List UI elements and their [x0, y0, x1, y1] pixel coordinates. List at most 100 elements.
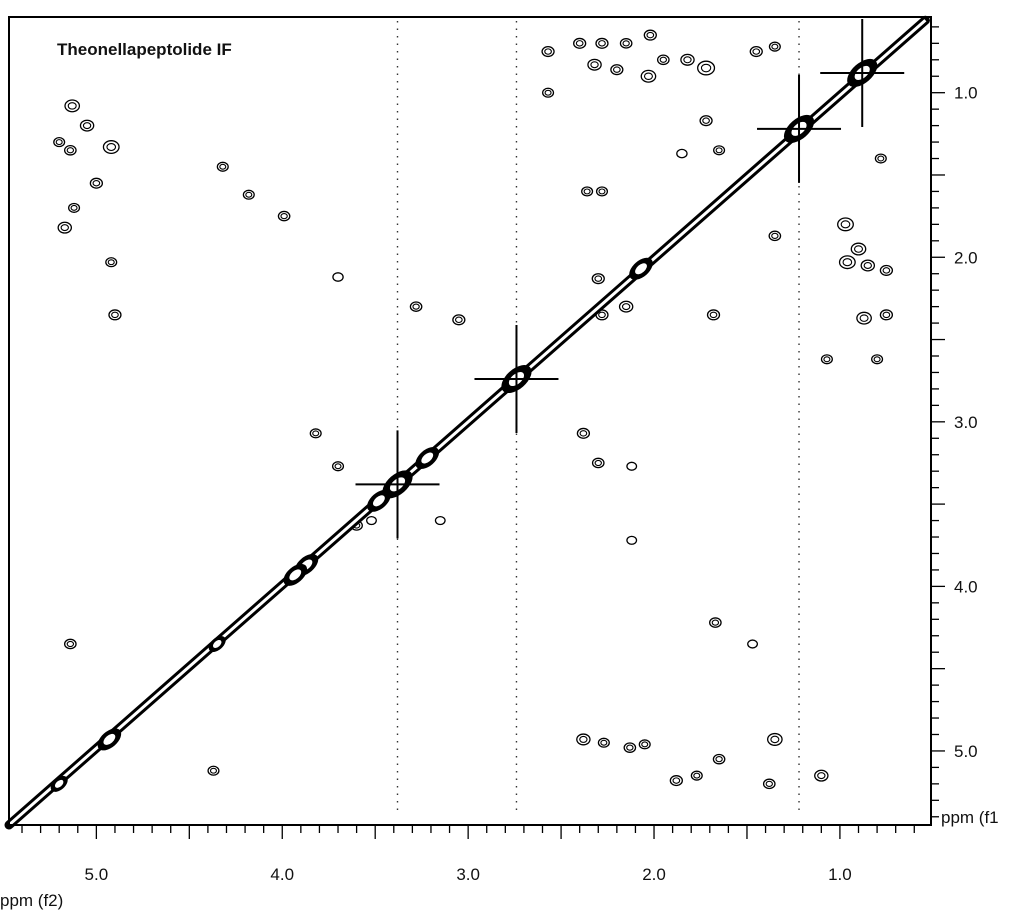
contour-ring	[669, 775, 683, 787]
contour-ring	[610, 64, 624, 76]
cross-peak	[102, 140, 120, 154]
contour-ring	[626, 461, 638, 471]
cross-peak	[767, 732, 783, 746]
contour-ring	[715, 147, 723, 154]
contour-ring	[412, 303, 420, 310]
x-tick-label: 1.0	[828, 865, 852, 884]
contour-ring	[856, 311, 872, 325]
diagonal-cluster	[629, 257, 653, 280]
cross-peak	[63, 638, 77, 650]
contour-ring	[242, 189, 255, 200]
contour-ring	[111, 311, 119, 319]
contour-ring	[594, 459, 602, 467]
contour-ring	[768, 41, 781, 52]
contour-ring	[837, 217, 854, 232]
cross-peak	[626, 461, 638, 471]
cross-peak	[591, 273, 605, 285]
cross-peak	[331, 461, 345, 472]
contour-ring	[882, 267, 891, 274]
contour-ring	[277, 210, 291, 222]
contour-ring	[641, 741, 649, 748]
cross-peak	[595, 186, 609, 197]
contour-ring	[752, 48, 761, 55]
contour-ring	[64, 99, 81, 113]
cross-peak	[676, 148, 688, 159]
contour-ring	[709, 617, 722, 628]
contour-ring	[106, 142, 117, 152]
contour-ring	[859, 314, 869, 322]
contour-ring	[643, 29, 657, 41]
cross-peak	[871, 354, 884, 365]
contour-ring	[280, 213, 288, 220]
contour-ring	[638, 739, 651, 750]
contour-ring	[542, 87, 555, 98]
x-tick-label: 4.0	[270, 865, 294, 884]
cross-peak	[63, 144, 77, 156]
contour-ring	[771, 232, 779, 239]
diagonal-cluster	[820, 18, 905, 127]
cross-peak	[706, 309, 721, 321]
contour-ring	[597, 737, 610, 748]
contour-ring	[700, 63, 712, 73]
contour-ring	[591, 273, 605, 285]
contour-ring	[70, 204, 78, 211]
x-tick-label: 3.0	[456, 865, 480, 884]
contour-ring	[583, 188, 591, 195]
contour-ring	[882, 311, 891, 319]
cross-peak	[597, 737, 610, 748]
contour-ring	[68, 202, 81, 213]
cross-peak	[216, 161, 229, 172]
contour-ring	[676, 148, 688, 159]
contour-ring	[579, 735, 588, 743]
contour-ring	[659, 56, 668, 63]
x-axis-title: ppm (f2)	[0, 891, 63, 910]
contour-ring	[57, 221, 73, 234]
contour-ring	[575, 40, 584, 47]
contour-ring	[656, 54, 670, 66]
contour-ring	[713, 145, 726, 156]
contour-ring	[613, 66, 621, 73]
cross-peak	[409, 301, 423, 312]
cross-peak	[879, 264, 894, 276]
contour-ring	[871, 354, 884, 365]
contour-ring	[693, 772, 701, 779]
contour-ring	[366, 515, 377, 526]
x-tick-label: 5.0	[85, 865, 109, 884]
contour-ring	[690, 770, 703, 781]
contour-ring	[621, 303, 631, 311]
contour-ring	[544, 89, 552, 96]
contour-ring	[643, 72, 653, 81]
contour-ring	[332, 272, 344, 282]
contour-ring	[209, 767, 217, 774]
cross-peak	[690, 770, 703, 781]
cross-peak	[814, 769, 829, 782]
contour-ring	[576, 733, 591, 746]
y-tick-label: 1.0	[954, 84, 978, 103]
contour-ring	[622, 40, 630, 47]
contour-ring	[60, 224, 69, 232]
contour-ring	[699, 115, 713, 127]
cluster-core	[635, 263, 647, 275]
cross-peak	[838, 255, 856, 270]
cross-peak	[680, 53, 695, 66]
contour-ring	[579, 430, 588, 437]
contour-ring	[747, 639, 758, 649]
contour-ring	[842, 258, 853, 267]
cross-peak	[768, 230, 782, 242]
contour-ring	[873, 356, 881, 363]
y-tick-label: 3.0	[954, 413, 978, 432]
contour-ring	[63, 638, 77, 650]
cross-peak	[879, 309, 894, 321]
contour-ring	[702, 117, 710, 124]
cross-peak	[89, 177, 104, 189]
contour-ring	[581, 186, 594, 197]
contour-ring	[66, 640, 75, 648]
contour-ring	[850, 242, 867, 256]
contour-ring	[452, 314, 466, 326]
cross-peak	[53, 136, 66, 148]
contour-ring	[331, 461, 345, 472]
cluster-core	[373, 495, 385, 507]
contour-ring	[683, 56, 692, 64]
diagonal-cluster	[367, 489, 391, 512]
cross-peak	[452, 314, 466, 326]
